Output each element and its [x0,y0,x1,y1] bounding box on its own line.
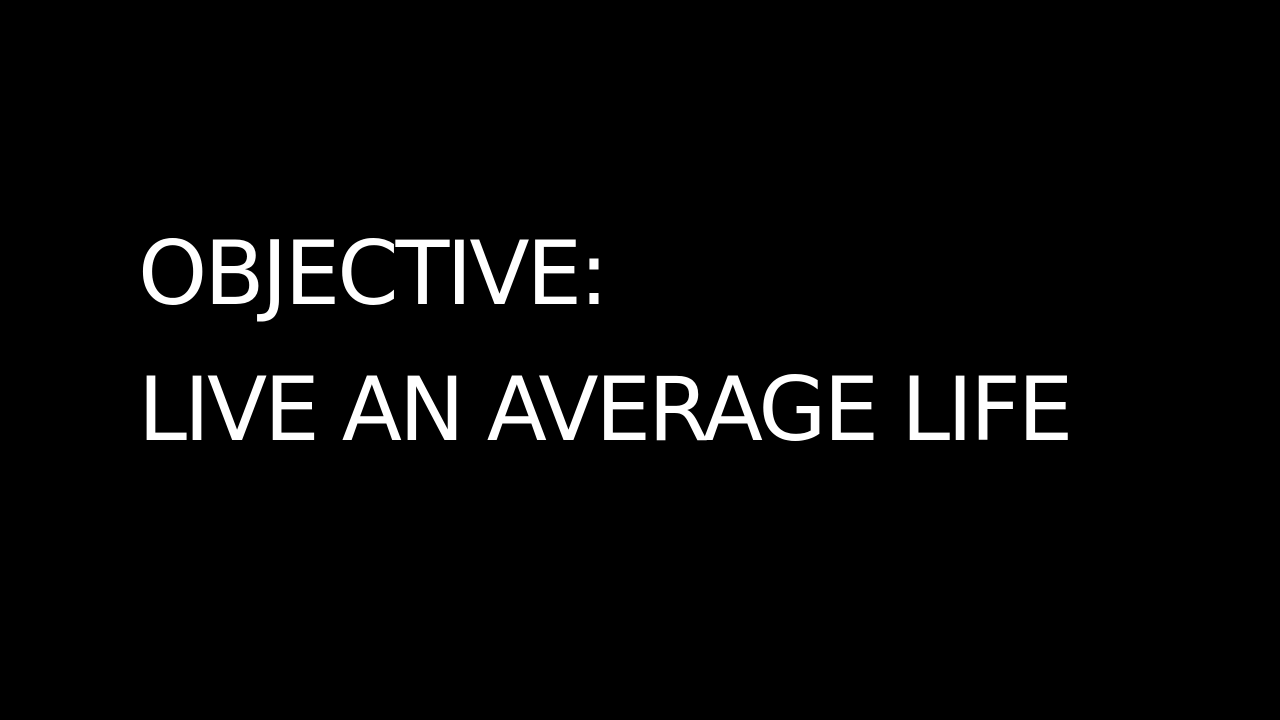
objective-label: OBJECTIVE: [138,222,609,325]
slide-heading: OBJECTIVE: LIVE AN AVERAGE LIFE [138,206,1073,478]
objective-statement: LIVE AN AVERAGE LIFE [138,358,1073,461]
